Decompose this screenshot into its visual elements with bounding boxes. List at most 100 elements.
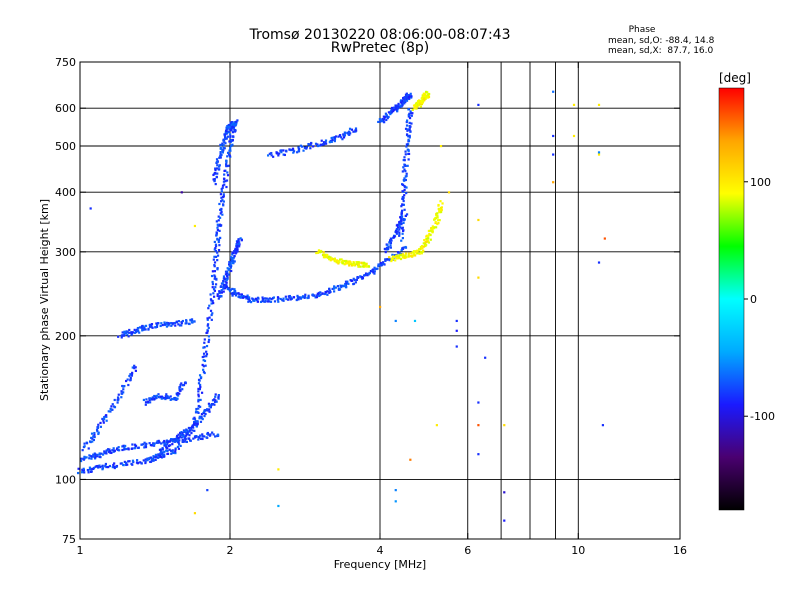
data-point-s0-g8 <box>216 172 219 175</box>
data-point-s0-g8 <box>215 176 218 179</box>
data-point-s0-g3 <box>152 459 155 462</box>
data-point-s0-g7 <box>237 242 240 245</box>
data-point-s0-g8 <box>221 142 224 145</box>
data-point-s0-g12 <box>406 129 409 132</box>
data-point-s0-g12 <box>403 164 407 167</box>
gridlines <box>80 62 680 539</box>
data-point-s0-g6 <box>229 135 232 138</box>
data-point-s0-g9 <box>352 282 356 285</box>
data-point-s1-g1 <box>425 238 429 241</box>
y-tick-label-200: 200 <box>55 330 76 343</box>
data-point-s0-g9 <box>290 297 293 300</box>
data-point-s0-g1 <box>144 445 148 449</box>
data-point-s0-g10 <box>348 127 352 130</box>
data-point-s0-g9 <box>222 284 225 287</box>
data-point-s0-g12 <box>404 178 408 182</box>
isolated-point-3 <box>552 153 555 156</box>
data-point-s0-g9 <box>379 261 382 265</box>
data-point-s0-g8 <box>226 135 230 138</box>
data-point-s0-g9 <box>297 298 300 301</box>
data-point-s0-g0 <box>113 462 116 465</box>
data-point-s0-g12 <box>405 124 409 127</box>
data-point-s0-g1 <box>157 439 160 442</box>
data-point-s1-g1 <box>437 219 440 222</box>
data-point-s0-g0 <box>171 450 174 453</box>
data-point-s0-g4 <box>184 381 187 384</box>
data-point-s0-g0 <box>81 468 84 471</box>
data-point-s0-g3 <box>198 417 201 420</box>
data-point-s0-g9 <box>297 296 300 299</box>
data-point-s0-g6 <box>219 193 223 196</box>
data-point-s0-g3 <box>150 458 154 461</box>
data-point-s0-g5 <box>125 330 128 333</box>
data-point-s0-g13 <box>401 215 404 218</box>
data-point-s0-g5 <box>150 324 153 327</box>
data-point-s0-g1 <box>214 435 217 438</box>
data-point-s0-g7 <box>231 256 234 260</box>
data-point-s0-g8 <box>228 125 231 129</box>
data-point-s0-g1 <box>206 431 209 435</box>
data-point-s0-g0 <box>136 459 139 462</box>
data-point-s1-g0 <box>362 261 365 265</box>
data-point-s0-g0 <box>197 395 200 398</box>
data-point-s0-g6 <box>217 219 220 222</box>
data-point-s0-g0 <box>98 464 101 467</box>
data-point-s0-g9 <box>232 292 235 295</box>
data-point-s0-g3 <box>217 396 220 399</box>
data-point-s1-g1 <box>422 245 426 248</box>
data-point-s0-g0 <box>177 447 180 450</box>
data-point-s0-g12 <box>400 227 404 230</box>
data-point-s0-g3 <box>213 400 217 403</box>
data-point-s0-g2 <box>129 376 132 380</box>
data-point-s0-g3 <box>179 435 182 438</box>
data-point-s0-g9 <box>268 297 271 300</box>
data-point-s0-g6 <box>210 299 213 302</box>
data-point-s0-g4 <box>173 396 176 400</box>
data-point-s0-g5 <box>147 328 150 331</box>
data-point-s0-g12 <box>406 164 409 167</box>
data-point-s0-g9 <box>306 296 309 300</box>
data-point-s0-g5 <box>155 325 159 328</box>
data-point-s0-g6 <box>225 159 228 163</box>
data-point-s0-g1 <box>167 440 170 443</box>
data-point-s0-g0 <box>166 452 170 455</box>
data-point-s0-g9 <box>362 274 366 277</box>
data-point-s0-g7 <box>236 250 239 253</box>
data-point-s0-g8 <box>236 119 239 122</box>
data-point-s1-g1 <box>395 255 398 258</box>
data-point-s0-g0 <box>88 466 92 469</box>
data-point-s0-g13 <box>400 219 403 222</box>
data-point-s0-g6 <box>221 213 224 216</box>
data-point-s0-g6 <box>217 240 220 244</box>
data-point-s0-g9 <box>338 288 342 291</box>
data-point-s0-g6 <box>220 207 223 211</box>
data-point-s1-g0 <box>344 262 347 265</box>
data-point-s0-g11 <box>401 99 404 103</box>
data-point-s0-g5 <box>170 324 173 327</box>
data-point-s1-g2 <box>416 105 419 108</box>
data-point-s0-g9 <box>380 263 383 267</box>
data-point-s0-g3 <box>211 399 215 402</box>
data-point-s0-g1 <box>185 440 188 444</box>
data-point-s0-g3 <box>165 449 168 452</box>
data-point-s0-g11 <box>401 104 404 107</box>
data-point-s0-g6 <box>218 216 222 219</box>
data-point-s1-g1 <box>440 208 443 212</box>
isolated-point-24 <box>455 345 458 348</box>
colorbar-tick-label--100: -100 <box>750 410 775 423</box>
data-point-s0-g13 <box>398 222 401 225</box>
data-point-s0-g11 <box>392 109 395 113</box>
data-point-s0-g6 <box>211 283 215 286</box>
data-point-s0-g0 <box>161 454 164 457</box>
data-point-s1-g0 <box>341 262 344 265</box>
data-point-s0-g4 <box>181 388 184 391</box>
data-point-s0-g1 <box>193 436 197 439</box>
data-point-s0-g9 <box>288 294 291 298</box>
data-point-s0-g9 <box>353 278 356 282</box>
data-point-s1-g1 <box>392 257 395 261</box>
data-point-s0-g8 <box>224 132 228 135</box>
data-point-s0-g10 <box>270 151 273 155</box>
data-point-s0-g7 <box>220 285 223 288</box>
data-point-s1-g1 <box>404 252 408 255</box>
data-point-s0-g5 <box>167 324 170 327</box>
